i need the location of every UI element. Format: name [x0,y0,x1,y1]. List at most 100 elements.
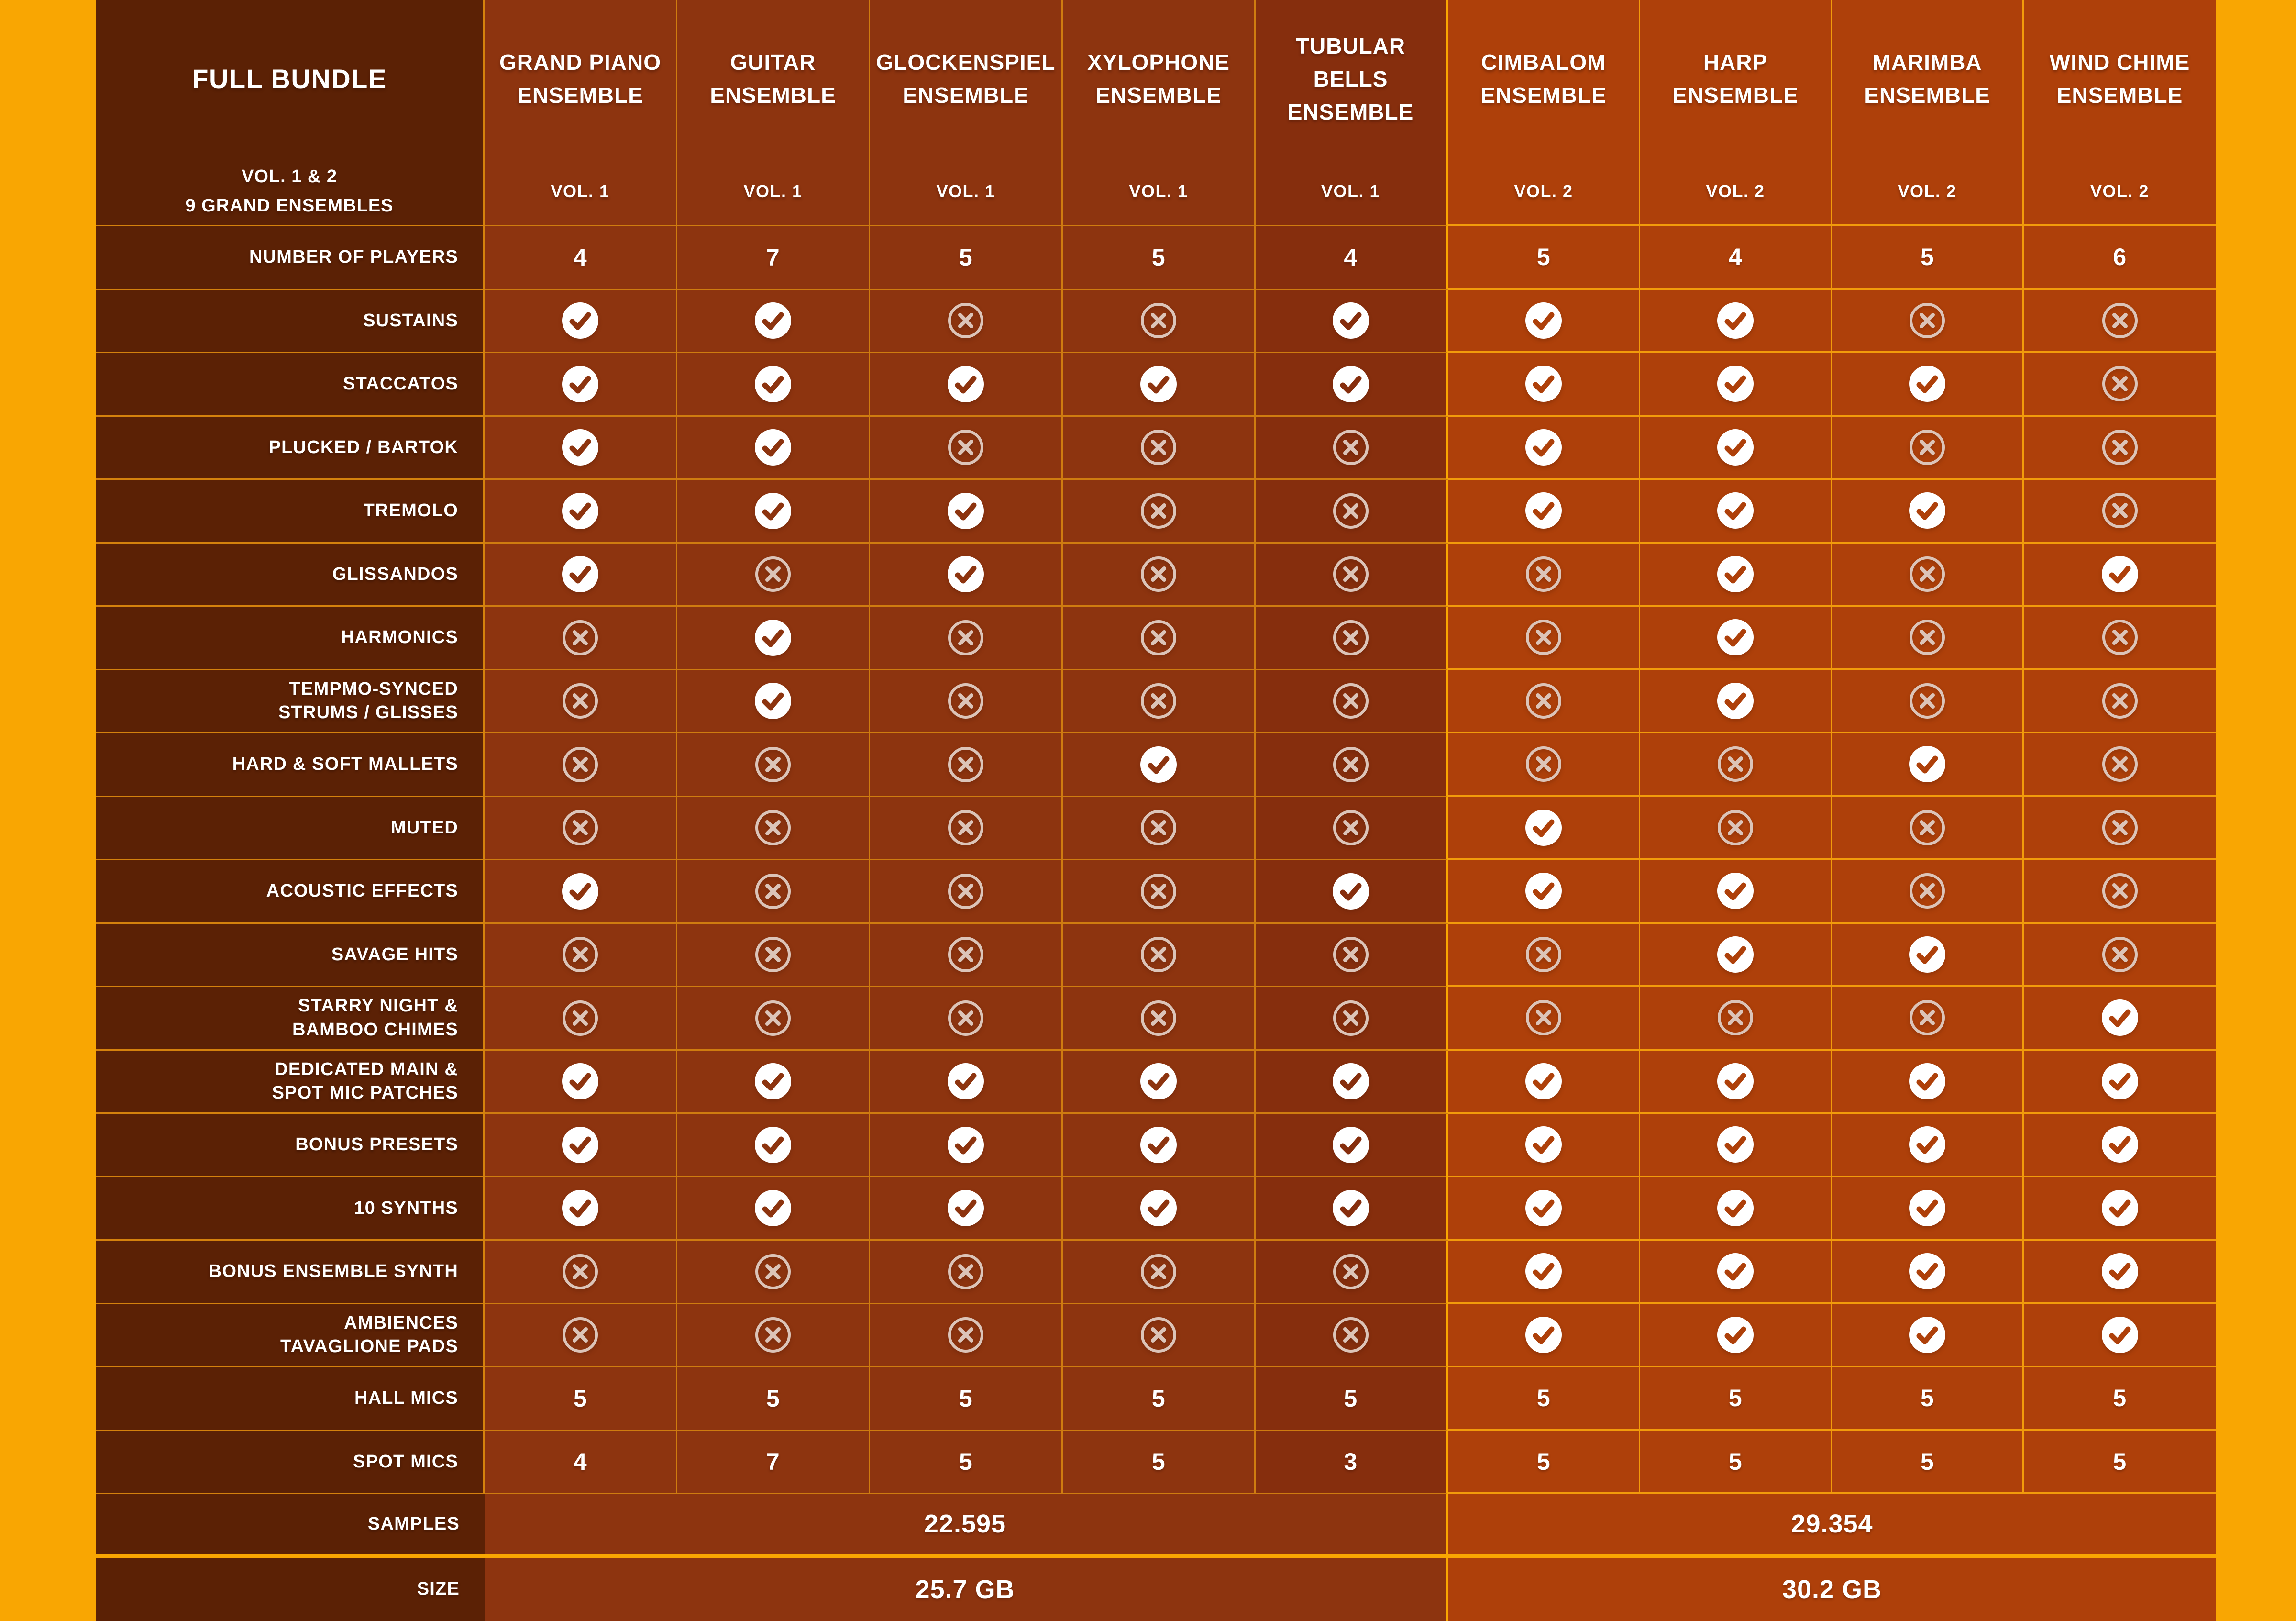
cross-icon [1333,493,1369,529]
cross-icon [755,1317,791,1353]
feature-excluded-cell [1256,607,1448,670]
check-icon [1332,1190,1369,1227]
column-volume-label: VOL. 2 [1898,181,1957,201]
feature-included-cell [1256,353,1448,417]
feature-included-cell [2024,543,2216,607]
feature-included-cell [1640,607,1832,670]
row-label-hard-soft-mallets: HARD & SOFT MALLETS [96,733,485,797]
check-icon [1909,1189,1945,1226]
row-label-dedicated-main-spot-mic-patches: DEDICATED MAIN & SPOT MIC PATCHES [96,1050,485,1114]
check-icon [562,366,598,402]
cross-icon [1333,620,1369,655]
cross-icon [1910,429,1945,465]
check-icon [1525,1063,1562,1099]
feature-included-cell [1256,1050,1448,1114]
feature-excluded-cell [485,607,677,670]
feature-included-cell [1448,1304,1640,1367]
check-icon [1909,1126,1945,1163]
cross-icon [1141,1000,1176,1036]
cross-icon [1141,493,1176,529]
check-icon [1140,366,1177,402]
cross-icon [1910,873,1945,909]
feature-included-cell [870,543,1063,607]
feature-included-cell [485,1114,677,1177]
column-volume-label: VOL. 1 [743,181,803,201]
value-cell: 4 [1640,226,1832,290]
check-icon [562,1126,598,1163]
feature-included-cell [2024,1050,2216,1114]
check-icon [948,366,984,402]
cross-icon [948,810,983,846]
cross-icon [1141,620,1176,655]
feature-excluded-cell [1063,607,1256,670]
row-label-samples: SAMPLES [96,1494,485,1558]
feature-included-cell [2024,1304,2216,1367]
check-icon [1717,619,1754,656]
check-icon [1525,366,1562,402]
cross-icon [1718,810,1753,845]
feature-included-cell [1832,1114,2024,1177]
check-icon [1717,1189,1754,1226]
feature-included-cell [1256,1177,1448,1241]
row-label-tempmo-synced-strums-glisses: TEMPMO-SYNCED STRUMS / GLISSES [96,670,485,733]
feature-included-cell [1832,1177,2024,1241]
feature-excluded-cell [1832,987,2024,1051]
value-cell: 5 [1832,1367,2024,1431]
cross-icon [1141,1317,1176,1353]
feature-included-cell [1832,733,2024,797]
feature-excluded-cell [870,797,1063,860]
feature-included-cell [1640,416,1832,480]
cross-icon [2102,746,2138,782]
check-icon [1717,682,1754,719]
feature-included-cell [870,480,1063,544]
cross-icon [948,1317,983,1353]
feature-excluded-cell [870,607,1063,670]
cross-icon [1333,683,1369,719]
cross-icon [1141,1254,1176,1289]
row-label-size: SIZE [96,1557,485,1621]
feature-excluded-cell [870,416,1063,480]
cross-icon [1910,810,1945,845]
feature-excluded-cell [485,733,677,797]
feature-included-cell [1640,1177,1832,1241]
feature-included-cell [1640,543,1832,607]
feature-included-cell [677,1050,870,1114]
feature-excluded-cell [2024,353,2216,417]
feature-excluded-cell [485,1241,677,1304]
cross-icon [948,430,983,466]
cross-icon [1141,430,1176,466]
feature-excluded-cell [2024,923,2216,987]
value-cell: 5 [1832,226,2024,290]
feature-excluded-cell [1256,797,1448,860]
feature-excluded-cell [1832,543,2024,607]
feature-excluded-cell [485,670,677,733]
check-icon [2101,999,2138,1036]
check-icon [2101,1126,2138,1163]
check-icon [1332,1126,1369,1163]
column-header-harp-ensemble: HARP ENSEMBLE VOL. 2 [1640,0,1832,226]
check-icon [1717,936,1754,973]
column-header-guitar-ensemble: GUITAR ENSEMBLE VOL. 1 [677,0,870,226]
feature-included-cell [485,1177,677,1241]
value-cell: 5 [1448,226,1640,290]
feature-excluded-cell [1832,670,2024,733]
feature-excluded-cell [1063,1304,1256,1367]
value-cell: 5 [1832,1431,2024,1494]
check-icon [562,556,598,593]
merged-vol2-size: 30.2 GB [1448,1557,2216,1621]
cross-icon [948,683,983,719]
value-cell: 5 [2024,1367,2216,1431]
check-icon [755,683,791,720]
feature-excluded-cell [1832,289,2024,353]
check-icon [1909,746,1945,783]
feature-included-cell [2024,1114,2216,1177]
feature-excluded-cell [677,733,870,797]
value-cell: 5 [1640,1367,1832,1431]
check-icon [562,429,598,466]
feature-excluded-cell [1256,480,1448,544]
check-icon [1717,1063,1754,1099]
check-icon [562,873,598,910]
cross-icon [948,1000,983,1036]
feature-included-cell [677,416,870,480]
column-volume-label: VOL. 1 [1129,181,1188,201]
